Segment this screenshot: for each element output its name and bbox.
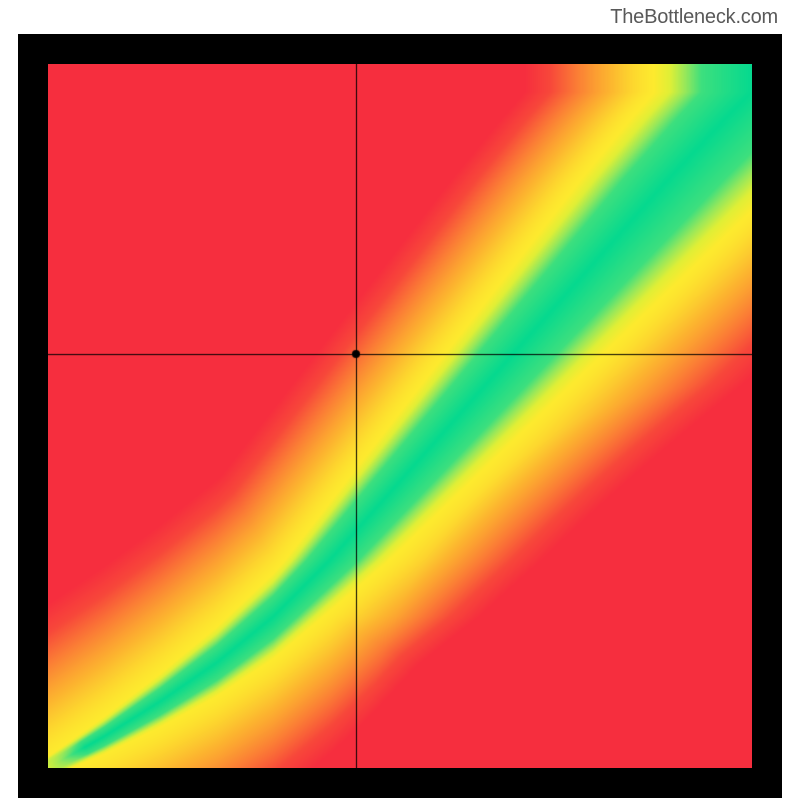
crosshair-overlay [48, 64, 752, 768]
attribution-text: TheBottleneck.com [610, 6, 778, 29]
